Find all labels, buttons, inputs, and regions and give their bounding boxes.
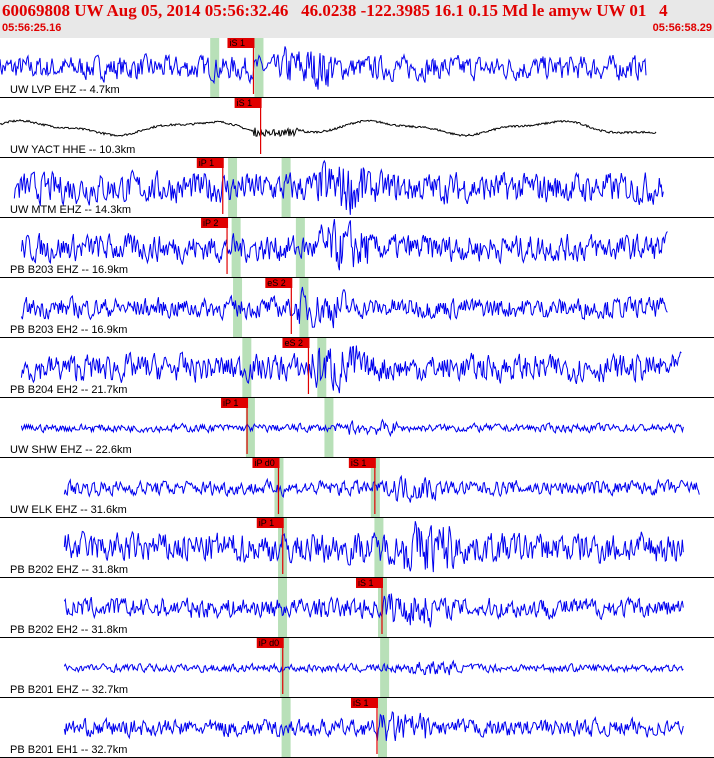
waveform-trace [13,159,664,215]
station-label: UW SHW EHZ -- 22.6km [10,444,132,456]
station-label: PB B203 EHZ -- 16.9km [10,264,128,276]
seismogram-panel[interactable]: iS 1 UW LVP EHZ -- 4.7km iS 1 UW YACT HHE -… [0,38,714,758]
time-window-band [299,278,309,338]
waveform-trace [20,219,668,271]
station-label: PB B202 EHZ -- 31.8km [10,564,128,576]
pick-label: iP d0 [259,638,279,648]
pick-flag[interactable] [355,578,383,588]
station-label: PB B201 EHZ -- 32.7km [10,684,128,696]
event-title: 60069808 UW Aug 05, 2014 05:56:32.46 46.… [2,1,668,20]
pick-flag[interactable] [221,398,249,408]
time-window-band [210,38,220,98]
pick-flag[interactable] [252,458,280,468]
station-label: UW ELK EHZ -- 31.6km [10,504,127,516]
pick-label: iP 1 [223,398,238,408]
pick-flag[interactable] [227,38,255,48]
pick-label: iS 1 [353,698,369,708]
trace-row[interactable]: iS 1 PB B202 EH2 -- 31.8km [0,578,714,638]
waveform-trace [0,118,657,138]
time-window-band [254,38,264,98]
pick-flag[interactable] [256,518,284,528]
header-bar: 60069808 UW Aug 05, 2014 05:56:32.46 46.… [0,0,714,38]
pick-label: iP 1 [199,158,214,168]
waveform-trace [0,46,647,90]
station-label: PB B204 EH2 -- 21.7km [10,384,127,396]
start-time: 05:56:25.16 [2,22,62,34]
pick-label: iP 1 [259,518,274,528]
end-time: 05:56:58.29 [652,22,712,34]
pick-flag[interactable] [282,338,310,348]
pick-label: iS 1 [229,38,245,48]
trace-row[interactable]: iS 1 PB B201 EH1 -- 32.7km [0,698,714,758]
trace-row[interactable]: iP 1 PB B202 EHZ -- 31.8km [0,518,714,578]
waveform-trace [63,659,684,676]
pick-label: iP 2 [203,218,218,228]
pick-flag[interactable] [348,458,376,468]
pick-flag[interactable] [201,218,229,228]
station-label: UW LVP EHZ -- 4.7km [10,84,120,96]
pick-label: iS 1 [351,458,367,468]
pick-flag[interactable] [196,158,224,168]
waveform-trace [20,418,684,438]
time-window-band [233,278,243,338]
waveform-trace [63,593,684,628]
trace-row[interactable]: iP 1 UW MTM EHZ -- 14.3km [0,158,714,218]
time-window-band [245,398,255,458]
pick-label: iP d0 [254,458,274,468]
trace-row[interactable]: iS 1 UW YACT HHE -- 10.3km [0,98,714,158]
waveform-trace [20,286,668,329]
trace-row[interactable]: iP d0 iS 1 UW ELK EHZ -- 31.6km [0,458,714,518]
pick-label: eS 2 [284,338,303,348]
station-label: PB B203 EH2 -- 16.9km [10,324,127,336]
station-label: PB B201 EH1 -- 32.7km [10,744,127,756]
time-window-band [281,158,291,218]
time-window-band [278,578,288,638]
station-label: UW MTM EHZ -- 14.3km [10,204,131,216]
pick-flag[interactable] [350,698,378,708]
time-window-band [281,698,291,758]
trace-row[interactable]: iP 1 UW SHW EHZ -- 22.6km [0,398,714,458]
pick-label: iS 1 [237,98,253,108]
trace-row[interactable]: eS 2 PB B203 EH2 -- 16.9km [0,278,714,338]
station-label: PB B202 EH2 -- 31.8km [10,624,127,636]
time-window-band [228,158,238,218]
station-label: UW YACT HHE -- 10.3km [10,144,135,156]
pick-label: iS 1 [358,578,374,588]
time-window-band [317,338,327,398]
trace-row[interactable]: eS 2 PB B204 EH2 -- 21.7km [0,338,714,398]
trace-row[interactable]: iS 1 UW LVP EHZ -- 4.7km [0,38,714,98]
trace-row[interactable]: iP 2 PB B203 EHZ -- 16.9km [0,218,714,278]
waveform-trace [20,345,682,394]
waveform-trace [63,710,684,741]
pick-flag[interactable] [234,98,262,108]
pick-label: eS 2 [267,278,286,288]
waveform-trace [63,521,684,573]
time-window-band [295,218,305,278]
time-window-band [242,338,252,398]
pick-flag[interactable] [256,638,284,648]
pick-flag[interactable] [265,278,293,288]
trace-row[interactable]: iP d0 PB B201 EHZ -- 32.7km [0,638,714,698]
time-window-band [377,698,387,758]
waveform-trace [63,474,700,503]
